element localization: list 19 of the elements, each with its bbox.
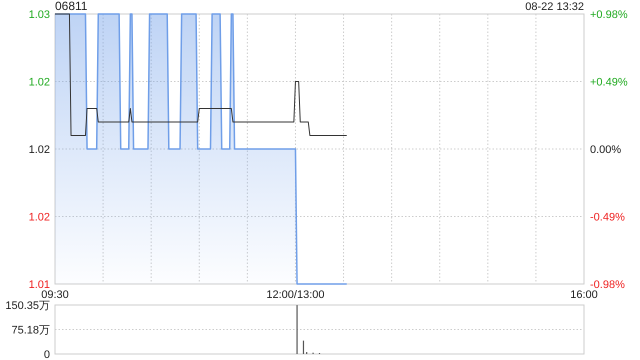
y2-tick-label: 0.00% xyxy=(590,144,622,156)
y-tick-label: 1.02 xyxy=(28,144,50,156)
x-tick-label: 12:00/13:00 xyxy=(266,289,325,301)
y-tick-label: 75.18万 xyxy=(11,324,50,336)
x-tick-label: 16:00 xyxy=(570,289,598,301)
chart-title: 06811 xyxy=(55,0,88,13)
line-series xyxy=(54,14,348,136)
y-tick-label: 0 xyxy=(44,349,50,360)
text: 08-22 13:32 xyxy=(525,1,584,13)
y2-tick-label: +0.98% xyxy=(590,9,628,21)
y2-tick-label: +0.49% xyxy=(590,76,628,88)
y2-tick-label: -0.98% xyxy=(590,279,626,291)
y-tick-label: 1.02 xyxy=(28,212,50,224)
y-tick-label: 1.01 xyxy=(28,279,50,291)
x-tick-label: 09:30 xyxy=(41,289,69,301)
y-tick-label: 1.03 xyxy=(28,9,50,21)
y-tick-label: 1.02 xyxy=(28,76,50,88)
y2-tick-label: -0.49% xyxy=(590,212,626,224)
y-tick-label: 150.35万 xyxy=(5,300,50,312)
